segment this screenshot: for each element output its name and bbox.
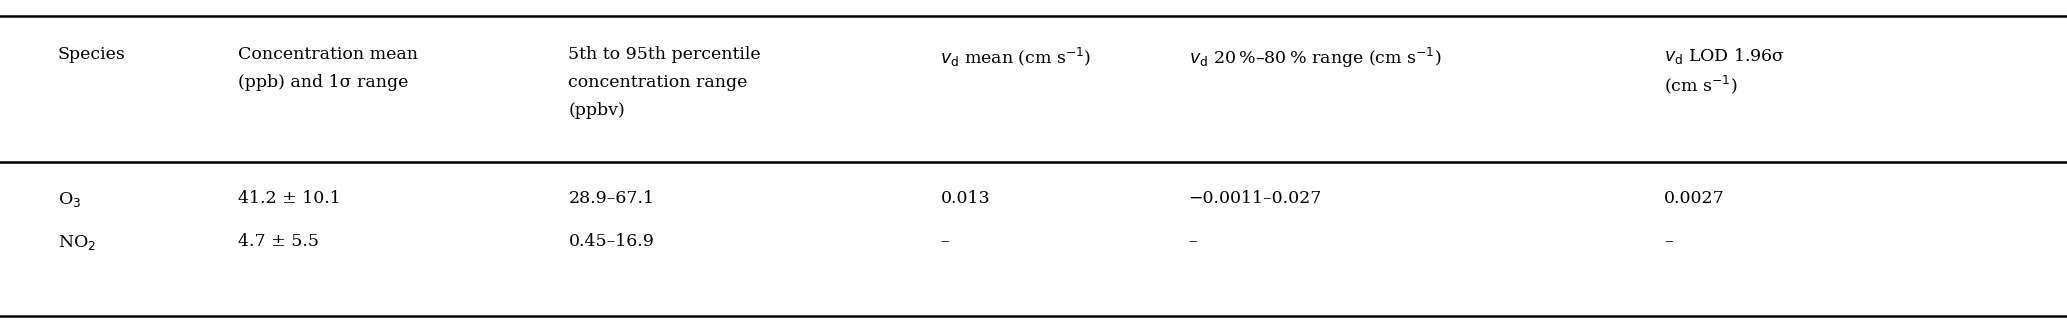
Text: –: – (1664, 233, 1672, 250)
Text: –: – (940, 233, 949, 250)
Text: 0.013: 0.013 (940, 190, 990, 207)
Text: Species: Species (58, 46, 126, 63)
Text: 0.45–16.9: 0.45–16.9 (568, 233, 655, 250)
Text: −0.0011–0.027: −0.0011–0.027 (1189, 190, 1323, 207)
Text: 4.7 ± 5.5: 4.7 ± 5.5 (238, 233, 318, 250)
Text: $v_{\mathrm{d}}$ LOD 1.96σ: $v_{\mathrm{d}}$ LOD 1.96σ (1664, 46, 1786, 66)
Text: concentration range: concentration range (568, 74, 748, 91)
Text: $v_{\mathrm{d}}$ mean (cm s$^{-1}$): $v_{\mathrm{d}}$ mean (cm s$^{-1}$) (940, 46, 1091, 69)
Text: 5th to 95th percentile: 5th to 95th percentile (568, 46, 761, 63)
Text: O$_3$: O$_3$ (58, 190, 81, 209)
Text: NO$_2$: NO$_2$ (58, 233, 95, 252)
Text: 28.9–67.1: 28.9–67.1 (568, 190, 655, 207)
Text: Concentration mean: Concentration mean (238, 46, 418, 63)
Text: –: – (1189, 233, 1197, 250)
Text: (ppbv): (ppbv) (568, 102, 624, 119)
Text: 41.2 ± 10.1: 41.2 ± 10.1 (238, 190, 341, 207)
Text: 0.0027: 0.0027 (1664, 190, 1724, 207)
Text: $v_{\mathrm{d}}$ 20 %–80 % range (cm s$^{-1}$): $v_{\mathrm{d}}$ 20 %–80 % range (cm s$^… (1189, 46, 1441, 70)
Text: (cm s$^{-1}$): (cm s$^{-1}$) (1664, 74, 1738, 96)
Text: (ppb) and 1σ range: (ppb) and 1σ range (238, 74, 407, 91)
